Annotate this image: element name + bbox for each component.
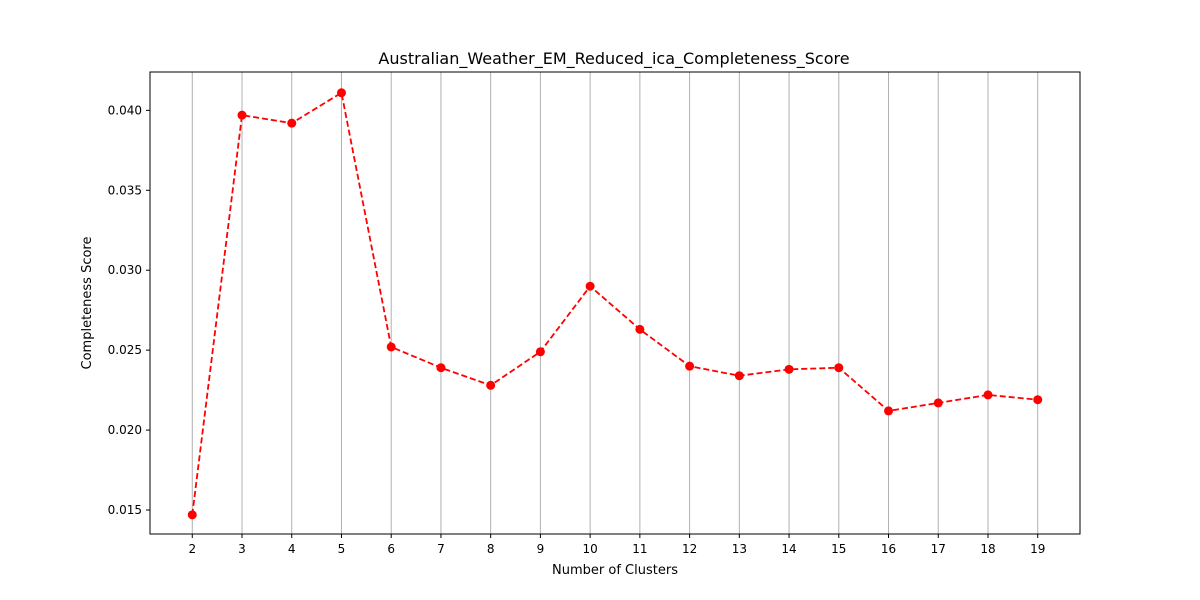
data-point	[784, 364, 794, 374]
data-point	[933, 398, 943, 408]
x-tick-label: 13	[732, 542, 747, 556]
data-point	[685, 361, 695, 371]
data-point	[734, 371, 744, 381]
data-point	[436, 363, 446, 373]
plot-frame	[149, 71, 1081, 535]
data-point	[1033, 395, 1043, 405]
data-point	[486, 380, 496, 390]
data-point	[336, 88, 346, 98]
y-tick-label: 0.020	[108, 423, 142, 437]
x-tick-label: 3	[238, 542, 246, 556]
series-group	[187, 88, 1043, 520]
x-tick-label: 17	[931, 542, 946, 556]
x-tick-label: 18	[980, 542, 995, 556]
data-point	[287, 118, 297, 128]
x-tick-label: 2	[188, 542, 196, 556]
axis-ticks: 2 3 4 5 6 7 8 9 10 11 12 13 14 15 16 17 18 19 0.015 0.020 0.…	[108, 103, 1046, 556]
data-point	[585, 281, 595, 291]
data-point	[635, 324, 645, 334]
x-tick-label: 4	[288, 542, 296, 556]
data-point	[386, 342, 396, 352]
y-tick-label: 0.015	[108, 503, 142, 517]
x-tick-label: 19	[1030, 542, 1045, 556]
x-tick-label: 9	[537, 542, 545, 556]
x-tick-label: 5	[338, 542, 346, 556]
x-tick-label: 12	[682, 542, 697, 556]
data-point	[237, 110, 247, 120]
x-tick-label: 16	[881, 542, 896, 556]
y-axis-label: Completeness Score	[80, 237, 95, 370]
grid	[191, 72, 1039, 534]
y-tick-label: 0.040	[108, 103, 142, 117]
data-point	[535, 347, 545, 357]
chart-title: Australian_Weather_EM_Reduced_ica_Comple…	[378, 49, 849, 69]
y-tick-label: 0.025	[108, 343, 142, 357]
x-tick-label: 8	[487, 542, 495, 556]
x-tick-label: 14	[781, 542, 796, 556]
series-line	[191, 91, 1038, 515]
data-point	[834, 363, 844, 373]
x-tick-label: 7	[437, 542, 445, 556]
x-tick-label: 15	[831, 542, 846, 556]
y-tick-label: 0.035	[108, 183, 142, 197]
y-tick-label: 0.030	[108, 263, 142, 277]
data-point	[983, 390, 993, 400]
data-point	[884, 406, 894, 416]
data-point	[187, 510, 197, 520]
x-axis-label: Number of Clusters	[552, 563, 678, 578]
x-tick-label: 10	[582, 542, 597, 556]
x-tick-label: 11	[632, 542, 647, 556]
x-tick-label: 6	[387, 542, 395, 556]
